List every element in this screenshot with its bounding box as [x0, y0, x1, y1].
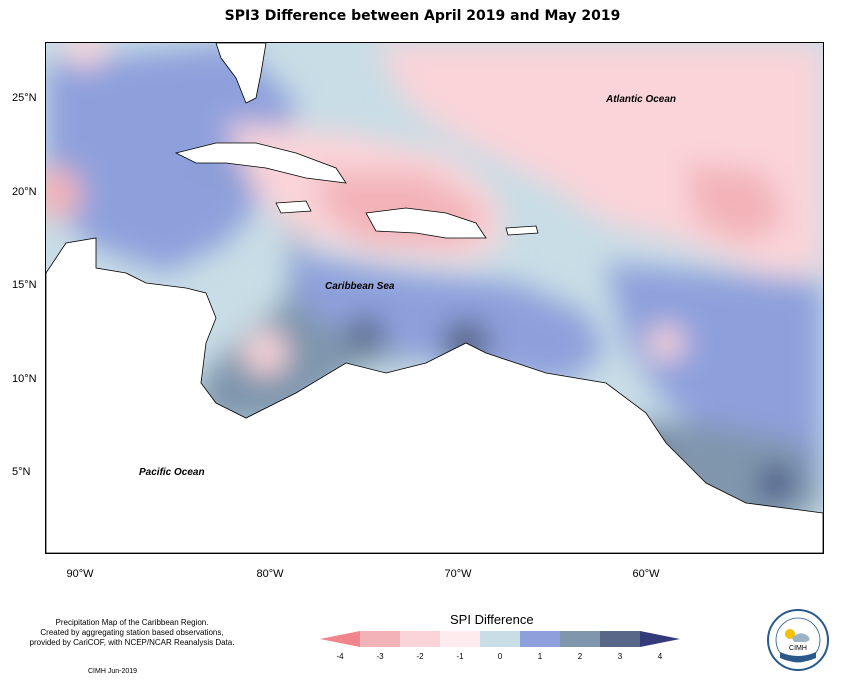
footer-note: Precipitation Map of the Caribbean Regio…	[22, 618, 242, 648]
legend-swatch	[400, 631, 440, 647]
pacific-ocean-label: Pacific Ocean	[139, 467, 205, 478]
lat-label-5: 5°N	[12, 466, 31, 478]
legend-swatch	[640, 631, 680, 647]
legend-swatch	[520, 631, 560, 647]
lon-label-80: 80°W	[256, 568, 284, 580]
legend-swatch	[560, 631, 600, 647]
lon-label-70: 70°W	[444, 568, 472, 580]
atlantic-ocean-label: Atlantic Ocean	[606, 94, 677, 105]
logo-text: CIMH	[789, 645, 807, 652]
legend-swatch	[440, 631, 480, 647]
spi-difference-map	[46, 43, 823, 553]
legend-tick-label: -4	[336, 652, 344, 661]
lat-label-25: 25°N	[12, 92, 37, 104]
legend-tick-label: -3	[376, 652, 384, 661]
legend-tick-label: 4	[657, 652, 663, 661]
lat-label-15: 15°N	[12, 279, 37, 291]
legend-title: SPI Difference	[450, 612, 534, 627]
legend-color-bar	[320, 631, 680, 647]
map-area	[45, 42, 824, 554]
cimh-logo: CIMH	[767, 609, 829, 671]
lat-label-10: 10°N	[12, 373, 37, 385]
legend-swatch	[600, 631, 640, 647]
map-title: SPI3 Difference between April 2019 and M…	[224, 8, 621, 24]
legend-tick-label: 1	[537, 652, 543, 661]
legend-tick-label: -1	[456, 652, 464, 661]
footer-line-1: Precipitation Map of the Caribbean Regio…	[55, 618, 209, 627]
footer-line-2: Created by aggregating station based obs…	[40, 628, 224, 637]
footer-line-3: provided by CariCOF, with NCEP/NCAR Rean…	[29, 638, 235, 647]
legend-tick-label: 0	[497, 652, 503, 661]
lon-label-60: 60°W	[632, 568, 660, 580]
legend-tick-label: 3	[617, 652, 623, 661]
legend-swatch	[480, 631, 520, 647]
lon-label-90: 90°W	[66, 568, 94, 580]
lat-label-20: 20°N	[12, 186, 37, 198]
legend-tick-label: 2	[577, 652, 583, 661]
legend-tick-label: -2	[416, 652, 424, 661]
legend-swatch	[360, 631, 400, 647]
credit-text: CIMH Jun-2019	[88, 668, 138, 675]
legend-swatch	[320, 631, 360, 647]
caribbean-sea-label: Caribbean Sea	[325, 281, 395, 292]
land-masses	[46, 43, 823, 553]
